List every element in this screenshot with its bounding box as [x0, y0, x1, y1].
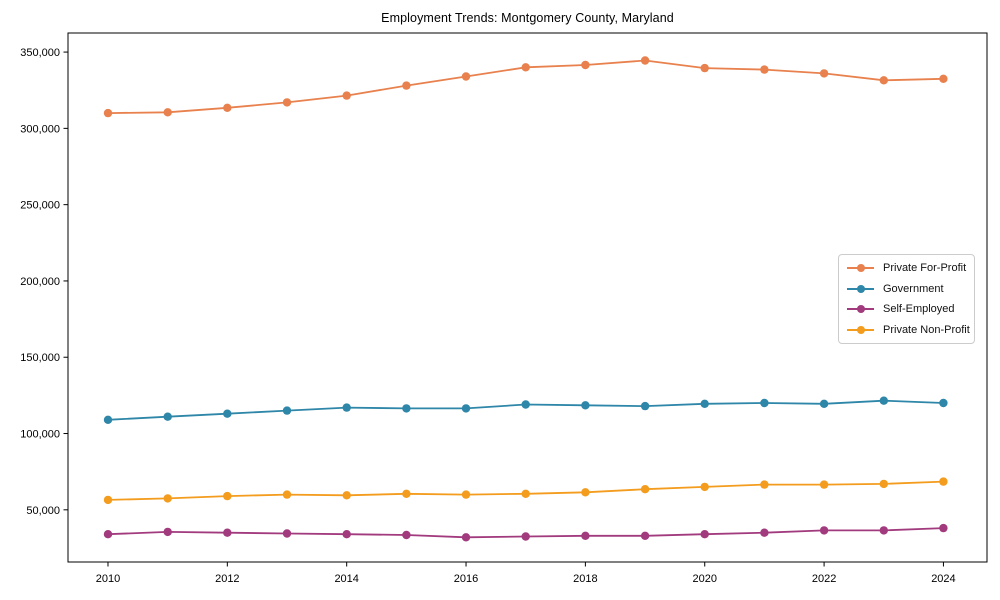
data-point-private-for-profit [581, 60, 590, 70]
data-point-self-employed [939, 523, 948, 533]
data-point-private-non-profit [640, 485, 650, 494]
y-tick-label: 250,000 [20, 200, 60, 212]
data-point-government [939, 398, 948, 408]
data-point-private-for-profit [103, 108, 113, 118]
data-point-self-employed [461, 533, 471, 542]
x-tick-label: 2024 [931, 573, 955, 585]
data-point-self-employed [103, 530, 113, 539]
legend-item-private-non-profit: Private Non-Profit [847, 320, 974, 340]
data-point-self-employed [402, 530, 411, 540]
x-tick-label: 2022 [812, 573, 836, 585]
data-point-private-for-profit [640, 56, 650, 65]
data-point-private-non-profit [819, 480, 829, 489]
legend-item-private-for-profit: Private For-Profit [847, 258, 974, 278]
data-point-private-non-profit [163, 494, 172, 503]
legend-label: Self-Employed [883, 303, 955, 316]
data-point-private-for-profit [521, 63, 530, 72]
data-point-self-employed [879, 526, 888, 535]
data-point-private-non-profit [939, 477, 948, 486]
data-point-government [103, 415, 113, 424]
legend-marker-icon [847, 284, 874, 294]
data-point-private-for-profit [879, 76, 888, 85]
data-point-government [342, 403, 351, 412]
x-tick-label: 2012 [215, 573, 239, 585]
data-point-government [760, 398, 769, 408]
legend-marker-icon [847, 325, 874, 335]
data-point-private-non-profit [342, 491, 351, 500]
data-point-government [581, 401, 590, 410]
data-point-private-for-profit [342, 91, 351, 100]
data-point-private-for-profit [282, 98, 292, 107]
legend-label: Private For-Profit [883, 262, 967, 275]
data-point-private-non-profit [282, 490, 292, 499]
y-tick-label: 350,000 [20, 47, 60, 59]
y-tick-label: 200,000 [20, 276, 60, 288]
data-point-self-employed [223, 528, 232, 537]
data-point-government [521, 400, 530, 409]
data-point-private-non-profit [700, 482, 709, 492]
data-point-government [163, 412, 172, 421]
y-tick-label: 150,000 [20, 352, 60, 364]
data-point-government [402, 404, 411, 413]
data-point-government [700, 399, 709, 408]
x-tick-label: 2016 [454, 573, 478, 585]
data-point-government [879, 396, 888, 405]
legend-marker-icon [847, 263, 874, 273]
plot-border [67, 32, 988, 563]
data-point-private-for-profit [223, 103, 232, 113]
legend-item-government: Government [847, 279, 974, 299]
data-point-private-non-profit [461, 490, 471, 499]
data-point-private-non-profit [103, 495, 113, 505]
legend: Private For-Profit Government Self-Employe… [838, 254, 975, 344]
data-point-private-non-profit [581, 488, 590, 497]
data-point-self-employed [342, 530, 351, 539]
data-point-private-for-profit [819, 69, 829, 78]
x-tick-label: 2018 [573, 573, 597, 585]
data-point-private-non-profit [879, 479, 888, 489]
data-point-self-employed [760, 528, 769, 537]
data-point-private-for-profit [760, 65, 769, 74]
data-point-private-non-profit [223, 491, 232, 501]
data-point-private-for-profit [163, 108, 172, 117]
legend-item-self-employed: Self-Employed [847, 299, 974, 319]
data-point-private-non-profit [521, 489, 530, 498]
data-point-self-employed [521, 532, 530, 541]
x-tick-label: 2014 [334, 573, 358, 585]
data-point-private-for-profit [402, 81, 411, 90]
data-point-self-employed [282, 529, 292, 538]
data-point-private-non-profit [402, 489, 411, 498]
y-tick-label: 100,000 [20, 429, 60, 441]
data-point-self-employed [581, 531, 590, 540]
data-point-government [223, 409, 232, 418]
x-tick-label: 2020 [692, 573, 716, 585]
y-tick-label: 50,000 [26, 505, 60, 517]
data-point-private-for-profit [700, 63, 709, 73]
data-point-private-non-profit [760, 480, 769, 489]
data-point-government [461, 404, 471, 413]
legend-marker-icon [847, 304, 874, 314]
data-point-private-for-profit [461, 72, 471, 81]
data-point-self-employed [819, 526, 829, 535]
data-point-government [819, 399, 829, 408]
data-point-government [282, 406, 292, 415]
data-point-self-employed [640, 531, 650, 540]
data-point-private-for-profit [939, 74, 948, 84]
data-point-self-employed [700, 530, 709, 539]
data-point-self-employed [163, 527, 172, 537]
data-point-government [640, 401, 650, 411]
chart-title: Employment Trends: Montgomery County, Ma… [381, 11, 674, 25]
legend-label: Government [883, 282, 944, 295]
legend-label: Private Non-Profit [883, 323, 970, 336]
x-tick-label: 2010 [96, 573, 120, 585]
y-tick-label: 300,000 [20, 123, 60, 135]
